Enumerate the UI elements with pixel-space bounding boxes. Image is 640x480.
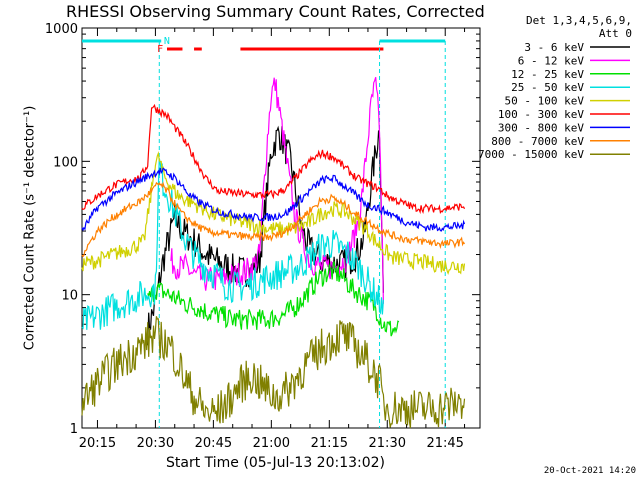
- night-flag-label: N: [164, 36, 170, 47]
- x-tick-label: 21:00: [253, 436, 290, 451]
- x-tick-label: 21:30: [369, 436, 406, 451]
- legend-header-line1: Det 1,3,4,5,6,9,: [526, 14, 632, 27]
- series-line: [81, 167, 466, 232]
- legend-label: 25 - 50 keV: [511, 81, 584, 94]
- legend-label: 7000 - 15000 keV: [478, 148, 584, 161]
- y-tick-label: 100: [53, 155, 78, 170]
- series-line: [81, 103, 466, 215]
- legend-label: 300 - 800 keV: [498, 121, 584, 134]
- flare-flag-label: F: [157, 44, 163, 55]
- legend-header-line2: Att 0: [598, 27, 632, 40]
- series-line: [81, 181, 466, 258]
- x-tick-label: 20:30: [137, 436, 174, 451]
- x-tick-label: 20:45: [195, 436, 232, 451]
- legend-label: 6 - 12 keV: [518, 54, 585, 67]
- series-line: [81, 158, 384, 330]
- y-tick-label: 1000: [45, 22, 78, 37]
- legend-label: 800 - 7000 keV: [491, 135, 584, 148]
- series-line: [147, 260, 400, 337]
- x-tick-label: 21:45: [426, 436, 463, 451]
- timestamp: 20-Oct-2021 14:20: [543, 466, 636, 476]
- y-tick-label: 10: [61, 289, 78, 304]
- series-line: [170, 77, 384, 304]
- legend-label: 3 - 6 keV: [524, 41, 584, 54]
- legend-label: 12 - 25 keV: [511, 68, 584, 81]
- legend-label: 50 - 100 keV: [505, 95, 585, 108]
- legend-label: 100 - 300 keV: [498, 108, 584, 121]
- x-axis-label: Start Time (05-Jul-13 20:13:02): [166, 455, 386, 471]
- series-line: [81, 316, 466, 429]
- chart-title: RHESSI Observing Summary Count Rates, Co…: [66, 2, 485, 21]
- x-tick-label: 20:15: [79, 436, 116, 451]
- series-line: [81, 151, 466, 275]
- x-tick-label: 21:15: [311, 436, 348, 451]
- y-tick-label: 1: [70, 422, 78, 437]
- series-line: [147, 125, 384, 346]
